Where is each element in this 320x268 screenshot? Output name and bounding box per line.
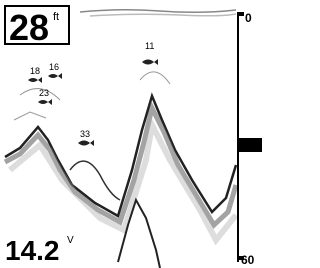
- fish-label: 33: [80, 129, 90, 139]
- scale-bottom: 60: [241, 253, 255, 267]
- depth-marker: [238, 138, 262, 152]
- fish-label: 23: [39, 88, 49, 98]
- fish-label: 11: [145, 41, 154, 51]
- depth-unit: ft: [53, 11, 59, 23]
- voltage-unit: V: [67, 235, 74, 246]
- depth-value: 28: [9, 7, 49, 48]
- voltage-value: 14.2: [5, 235, 60, 266]
- fish-label: 18: [30, 66, 40, 76]
- scale-top: 0: [245, 11, 252, 25]
- sonar-screen: 18 16 23 11 33 28 ft 0 60 14.2 V: [0, 0, 262, 268]
- fish-label: 16: [49, 62, 59, 72]
- scale-tick: [238, 12, 244, 16]
